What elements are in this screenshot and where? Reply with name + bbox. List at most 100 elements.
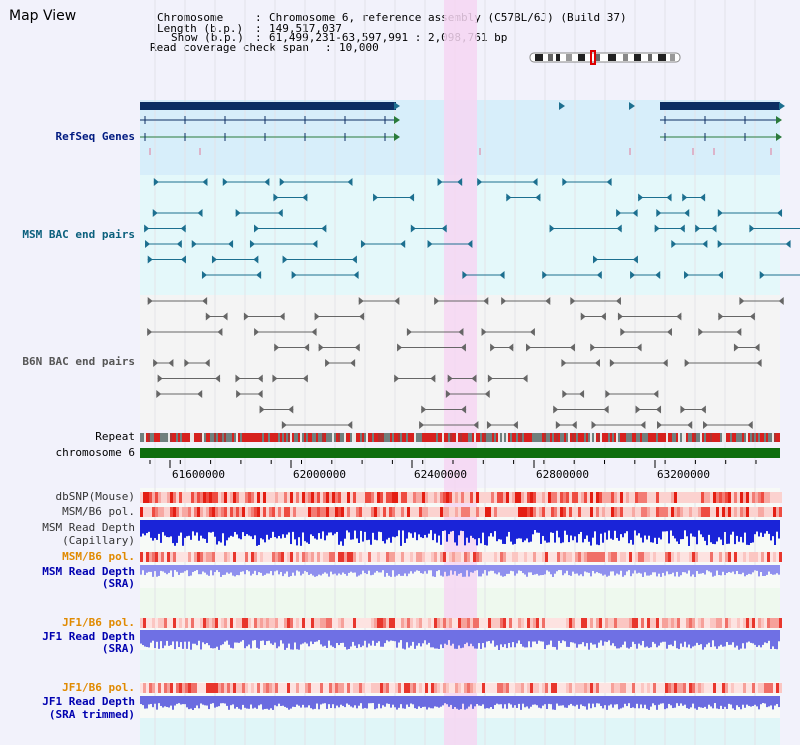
dbsnp-cell <box>308 492 311 503</box>
jf1-sra-trimmed-depth-bar <box>624 696 626 704</box>
repeat-segment <box>276 433 278 442</box>
repeat-segment <box>444 433 446 442</box>
jf1-sra-depth-bar <box>762 630 764 645</box>
jf1-b6-pol-cell <box>749 618 752 628</box>
msm-b6-pol-sra-cell <box>326 552 329 562</box>
jf1-sra-trimmed-depth-bar <box>612 696 614 708</box>
heatmap-tracks[interactable] <box>140 492 782 710</box>
jf1-sra-trimmed-depth-bar <box>718 696 720 710</box>
msm-sra-depth-bar <box>414 565 416 572</box>
msm-capillary-depth-bar <box>344 520 346 539</box>
dbsnp-cell <box>479 492 482 503</box>
b6n-pair-end <box>636 343 642 352</box>
msm-sra-depth-bar <box>776 565 778 574</box>
b6n-bac-track[interactable] <box>147 297 784 429</box>
dbsnp-cell <box>551 492 554 503</box>
msm-capillary-depth-bar <box>572 520 574 541</box>
msm-b6-pol-sra-cell <box>695 552 698 562</box>
jf1-sra-depth-bar <box>230 630 232 648</box>
chromosome-ideogram[interactable] <box>529 50 681 65</box>
msm-capillary-depth-bar <box>622 520 624 538</box>
msm-b6-pol-sra-cell <box>371 552 374 562</box>
refseq-genes-track[interactable] <box>140 102 785 155</box>
jf1-b6-pol-trim-cell <box>629 683 632 693</box>
jf1-b6-pol-cell <box>665 618 668 628</box>
jf1-sra-depth-bar <box>256 630 258 648</box>
jf1-sra-depth-bar <box>466 630 468 643</box>
msm-sra-depth-bar <box>306 565 308 573</box>
repeat-segment <box>240 433 242 442</box>
jf1-sra-trimmed-depth-bar <box>240 696 242 710</box>
msm-b6-pol-sra-cell <box>671 552 674 562</box>
dbsnp-cell <box>719 492 722 503</box>
label-msm-bac[interactable]: MSM BAC end pairs <box>22 228 135 241</box>
msm-capillary-depth-bar <box>696 520 698 545</box>
msm-bac-track[interactable] <box>144 178 800 279</box>
label-refseq-genes[interactable]: RefSeq Genes <box>55 130 135 143</box>
msm-sra-depth-bar <box>234 565 236 577</box>
ideogram-band <box>556 54 560 61</box>
label-b6n-bac[interactable]: B6N BAC end pairs <box>22 355 135 368</box>
msm-capillary-depth-bar <box>576 520 578 543</box>
msm-b6-pol-cell <box>491 507 494 517</box>
msm-b6-pol-sra-cell <box>236 552 239 562</box>
axis-tick-label: 62800000 <box>536 468 589 481</box>
jf1-b6-pol-cell <box>443 618 446 628</box>
jf1-b6-pol-cell <box>431 618 434 628</box>
msm-b6-pol-sra-cell <box>563 552 566 562</box>
msm-sra-depth-bar <box>416 565 418 571</box>
msm-capillary-depth-bar <box>692 520 694 537</box>
repeat-segment <box>572 433 574 442</box>
jf1-sra-trimmed-depth-bar <box>566 696 568 708</box>
jf1-b6-pol-cell <box>569 618 572 628</box>
jf1-sra-depth-bar <box>512 630 514 643</box>
msm-b6-pol-sra-cell <box>242 552 245 562</box>
msm-pair-end <box>535 193 541 202</box>
dbsnp-cell <box>548 492 551 503</box>
msm-capillary-depth-bar <box>326 520 328 536</box>
msm-b6-pol-cell <box>518 507 521 517</box>
msm-capillary-depth-bar <box>654 520 656 538</box>
jf1-sra-trimmed-depth-bar <box>712 696 714 709</box>
msm-pair-end <box>249 240 255 248</box>
msm-capillary-depth-bar <box>684 520 686 531</box>
msm-b6-pol-cell <box>656 507 659 517</box>
jf1-b6-pol-trim-cell <box>140 683 143 693</box>
msm-b6-pol-cell <box>713 507 716 517</box>
msm-b6-pol-sra-cell <box>146 552 149 562</box>
msm-capillary-depth-bar <box>710 520 712 543</box>
dbsnp-cell <box>377 492 380 503</box>
msm-capillary-depth-bar <box>318 520 320 534</box>
msm-sra-depth-bar <box>160 565 162 571</box>
b6n-pair-end <box>217 328 223 336</box>
jf1-b6-pol-trim-cell <box>626 683 629 693</box>
msm-b6-pol-sra-cell <box>425 552 428 562</box>
msm-capillary-depth-bar <box>560 520 562 544</box>
jf1-sra-depth-bar <box>158 630 160 649</box>
msm-sra-depth-bar <box>372 565 374 575</box>
msm-sra-depth-bar <box>188 565 190 577</box>
msm-sra-depth-bar <box>352 565 354 573</box>
msm-capillary-depth-bar <box>422 520 424 539</box>
repeat-segment <box>320 433 322 442</box>
jf1-b6-pol-trim-cell <box>350 683 353 693</box>
jf1-b6-pol-cell <box>311 618 314 628</box>
read-coverage-value: 10,000 <box>339 41 379 54</box>
b6n-pair-end <box>666 328 672 336</box>
jf1-b6-pol-trim-cell <box>617 683 620 693</box>
repeat-segment <box>182 433 184 442</box>
repeat-track[interactable] <box>140 433 780 442</box>
msm-b6-pol-sra-cell <box>230 552 233 562</box>
msm-sra-depth-bar <box>340 565 342 575</box>
jf1-b6-pol-trim-cell <box>650 683 653 693</box>
jf1-b6-pol-cell <box>197 618 200 628</box>
msm-b6-pol-sra-cell <box>737 552 740 562</box>
msm-b6-pol-sra-cell <box>719 552 722 562</box>
msm-capillary-depth-bar <box>288 520 290 533</box>
jf1-b6-pol-trim-cell <box>482 683 485 693</box>
dbsnp-cell <box>188 492 191 503</box>
msm-b6-pol-sra-cell <box>173 552 176 562</box>
repeat-segment <box>140 433 142 442</box>
jf1-b6-pol-trim-cell <box>428 683 431 693</box>
